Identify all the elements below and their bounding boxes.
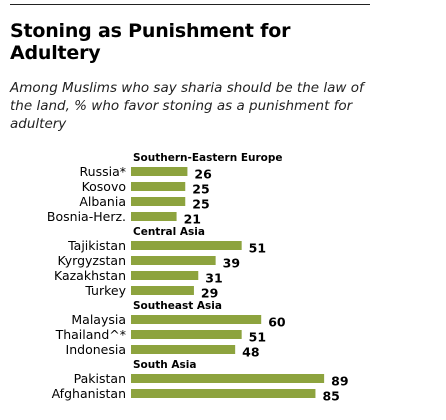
category-label: Turkey <box>84 283 126 298</box>
value-label: 31 <box>205 271 222 286</box>
group-header: Central Asia <box>133 226 205 238</box>
value-label: 51 <box>249 330 266 345</box>
value-label: 21 <box>184 212 201 227</box>
group-header: South Asia <box>133 359 196 371</box>
bar <box>131 271 199 280</box>
bar <box>131 182 186 191</box>
bar <box>131 167 188 176</box>
category-label: Tajikistan <box>67 238 126 253</box>
bar <box>131 389 316 398</box>
category-label: Indonesia <box>66 342 126 357</box>
category-label: Kyrgyzstan <box>58 253 127 268</box>
bar <box>131 315 262 324</box>
chart-subtitle: Among Muslims who say sharia should be t… <box>10 80 364 132</box>
chart-title: Stoning as Punishment for Adultery <box>10 20 291 64</box>
category-label: Afghanistan <box>52 386 126 401</box>
category-label: Pakistan <box>74 371 126 386</box>
value-label: 89 <box>331 374 348 389</box>
value-label: 29 <box>201 286 218 301</box>
bar <box>131 345 236 354</box>
bar <box>131 197 186 206</box>
category-label: Kosovo <box>82 179 126 194</box>
value-label: 39 <box>223 256 240 271</box>
group-header: Southern-Eastern Europe <box>133 152 283 164</box>
category-label: Albania <box>79 194 126 209</box>
bar <box>131 374 325 383</box>
category-label: Kazakhstan <box>54 268 126 283</box>
bar <box>131 256 216 265</box>
category-label: Russia* <box>80 164 126 179</box>
group-header: Southeast Asia <box>133 300 222 312</box>
value-label: 51 <box>249 241 266 256</box>
category-label: Malaysia <box>71 312 126 327</box>
bar <box>131 212 177 221</box>
value-label: 85 <box>322 389 339 404</box>
bar <box>131 330 242 339</box>
bar <box>131 241 242 250</box>
category-label: Thailand^* <box>55 327 126 342</box>
value-label: 25 <box>192 197 209 212</box>
value-label: 25 <box>192 182 209 197</box>
category-label: Bosnia-Herz. <box>47 209 126 224</box>
value-label: 60 <box>268 315 286 330</box>
top-rule <box>10 4 370 5</box>
bar <box>131 286 194 295</box>
value-label: 26 <box>194 167 212 182</box>
value-label: 48 <box>242 345 259 360</box>
